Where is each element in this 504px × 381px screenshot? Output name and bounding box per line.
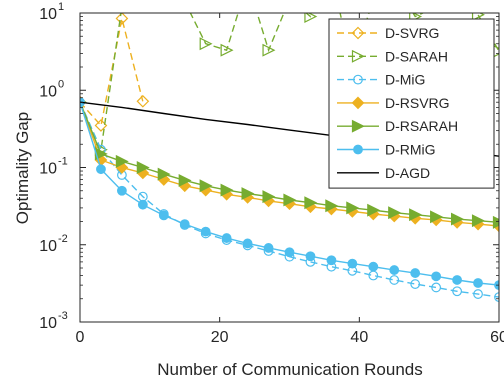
data-point	[178, 173, 192, 187]
x-tick-label: 40	[350, 329, 368, 346]
data-point	[389, 265, 400, 275]
legend-label: D-MiG	[385, 72, 425, 88]
data-point	[431, 271, 442, 282]
data-point	[304, 13, 318, 24]
legend-label: D-RMiG	[385, 142, 436, 158]
legend-item-d-rsvrg: D-RSVRG	[337, 95, 450, 111]
data-point	[452, 275, 463, 285]
data-point	[136, 94, 150, 108]
legend-label: D-SVRG	[385, 25, 439, 41]
data-point	[471, 13, 485, 22]
series-d-rsarah	[80, 98, 499, 229]
legend-marker	[351, 119, 365, 133]
y-tick-label: 10	[39, 83, 57, 100]
data-point	[179, 0, 190, 7]
data-point	[367, 203, 381, 217]
data-point	[242, 238, 253, 249]
data-point	[262, 43, 276, 57]
x-tick-label: 0	[76, 329, 85, 346]
data-point	[115, 13, 129, 25]
data-point	[199, 37, 213, 51]
legend-item-d-agd: D-AGD	[337, 165, 430, 181]
legend-marker	[351, 96, 365, 110]
legend-marker	[351, 26, 365, 40]
data-point	[431, 282, 442, 293]
data-point	[221, 233, 232, 243]
data-point	[430, 210, 443, 224]
data-point	[157, 167, 171, 181]
legend-item-d-svrg: D-SVRG	[337, 25, 439, 41]
data-point	[471, 214, 485, 228]
data-point	[115, 154, 129, 168]
data-point	[220, 43, 234, 57]
data-point	[115, 13, 117, 14]
x-tick-label: 20	[211, 329, 229, 346]
legend-item-d-rmig: D-RMiG	[337, 142, 436, 158]
data-point	[410, 268, 421, 278]
data-point	[305, 251, 316, 262]
data-point	[325, 199, 339, 213]
data-point	[388, 206, 402, 220]
data-point	[283, 193, 297, 207]
series-line	[80, 18, 144, 128]
legend: D-SVRG D-SARAH D-MiG D-RSVRG D-RSARAH D-RMiG D…	[328, 18, 495, 189]
legend-item-d-mig: D-MiG	[337, 72, 425, 88]
data-point	[492, 215, 499, 229]
legend-label: D-RSARAH	[385, 118, 458, 134]
data-point	[220, 183, 234, 197]
y-tick-label: 10	[39, 238, 57, 255]
data-point	[262, 190, 276, 204]
data-point	[200, 226, 211, 237]
data-point	[346, 201, 360, 215]
data-point	[409, 208, 423, 222]
data-point	[389, 275, 400, 285]
data-point	[94, 147, 108, 161]
y-tick-exponent: -2	[58, 233, 68, 245]
legend-label: D-SARAH	[385, 48, 448, 64]
data-point	[284, 0, 295, 5]
y-axis-label: Optimality Gap	[13, 112, 32, 224]
data-point	[284, 247, 295, 258]
data-point	[452, 286, 463, 297]
data-point	[241, 187, 255, 201]
y-tick-label: 10	[39, 315, 57, 332]
legend-item-d-rsarah: D-RSARAH	[337, 118, 458, 134]
data-point	[136, 161, 150, 174]
x-tick-label: 60	[490, 329, 504, 346]
y-tick-exponent: -3	[58, 310, 68, 322]
data-point	[199, 179, 213, 193]
y-tick-exponent: 1	[58, 1, 64, 13]
y-tick-exponent: 0	[58, 78, 64, 90]
data-point	[179, 219, 190, 230]
y-tick-label: 10	[39, 6, 57, 23]
data-point	[137, 199, 148, 210]
x-axis-label: Number of Communication Rounds	[157, 360, 423, 379]
legend-item-d-sarah: D-SARAH	[337, 48, 448, 64]
legend-marker	[351, 49, 365, 63]
data-point	[347, 258, 358, 269]
legend-label: D-RSVRG	[385, 95, 450, 111]
data-point	[473, 278, 483, 288]
data-point	[96, 164, 106, 175]
legend-marker	[353, 144, 363, 155]
y-tick-exponent: -1	[58, 156, 68, 168]
data-point	[263, 243, 274, 253]
y-tick-label: 10	[39, 161, 57, 178]
data-point	[304, 196, 318, 210]
data-point	[158, 210, 169, 221]
data-point	[452, 0, 463, 5]
data-point	[368, 0, 379, 5]
data-point	[326, 255, 337, 266]
data-point	[430, 13, 431, 14]
data-point	[116, 185, 127, 196]
data-point	[473, 289, 483, 299]
data-point	[410, 279, 421, 289]
legend-label: D-AGD	[385, 165, 430, 181]
legend-marker	[353, 74, 363, 85]
data-point	[451, 212, 464, 226]
data-point	[494, 292, 499, 303]
data-point	[368, 261, 379, 272]
